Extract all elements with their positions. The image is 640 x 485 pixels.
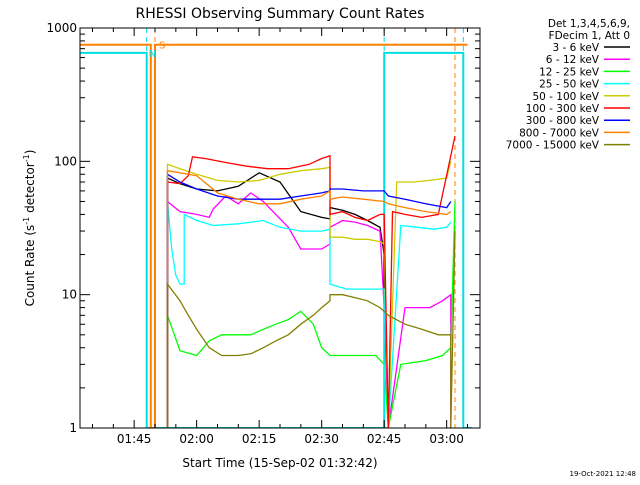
legend-header-line-1: Det 1,3,4,5,6,9, [548,18,630,30]
x-axis: 01:45 02:00 02:15 02:30 02:45 03:00 [92,28,468,446]
x-axis-label: Start Time (15-Sep-02 01:32:42) [182,456,377,470]
plot-area [80,28,472,428]
state-line-orange [80,43,468,428]
y-axis: 1 10 100 1000 [46,21,480,435]
x-tick-label-5: 03:00 [429,432,464,446]
chart-title: RHESSI Observing Summary Count Rates [136,6,425,22]
x-tick-label-2: 02:15 [242,432,277,446]
legend-label-6: 300 - 800 keV [526,115,600,127]
legend-label-4: 50 - 100 keV [532,91,599,103]
x-tick-label-0: 01:45 [117,432,152,446]
flag-labels: SN [149,41,166,60]
legend-header-line-2: FDecim 1, Att 0 [549,30,630,42]
legend-label-2: 12 - 25 keV [539,66,600,78]
series-line-1 [166,192,452,428]
legend-label-0: 3 - 6 keV [552,42,599,54]
y-tick-label-0: 1 [69,421,77,435]
series-line-8 [166,231,456,428]
series-line-3 [166,201,452,428]
series-line-5 [166,135,456,428]
series-line-6 [166,173,452,428]
legend-label-1: 6 - 12 keV [546,54,600,66]
x-tick-label-4: 02:45 [367,432,402,446]
legend-label-7: 800 - 7000 keV [519,127,600,139]
y-axis-label: Count Rate (s-1 detector-1) [22,150,37,307]
y-tick-label-2: 100 [54,154,77,168]
x-tick-label-1: 02:00 [179,432,214,446]
footer-date: 19-Oct-2021 12:48 [570,470,636,478]
flag-label-0: S [159,41,165,52]
legend-label-5: 100 - 300 keV [526,103,600,115]
legend-label-8: 7000 - 15000 keV [506,140,600,152]
legend-label-3: 25 - 50 keV [539,79,600,91]
legend: Det 1,3,4,5,6,9, FDecim 1, Att 0 3 - 6 k… [506,18,630,152]
y-tick-label-3: 1000 [46,21,77,35]
flag-label-1: N [149,49,156,60]
series-line-2 [166,201,456,428]
series-line-4 [166,161,452,428]
series-line-7 [166,169,452,428]
y-tick-label-1: 10 [62,288,77,302]
x-tick-label-3: 02:30 [304,432,339,446]
